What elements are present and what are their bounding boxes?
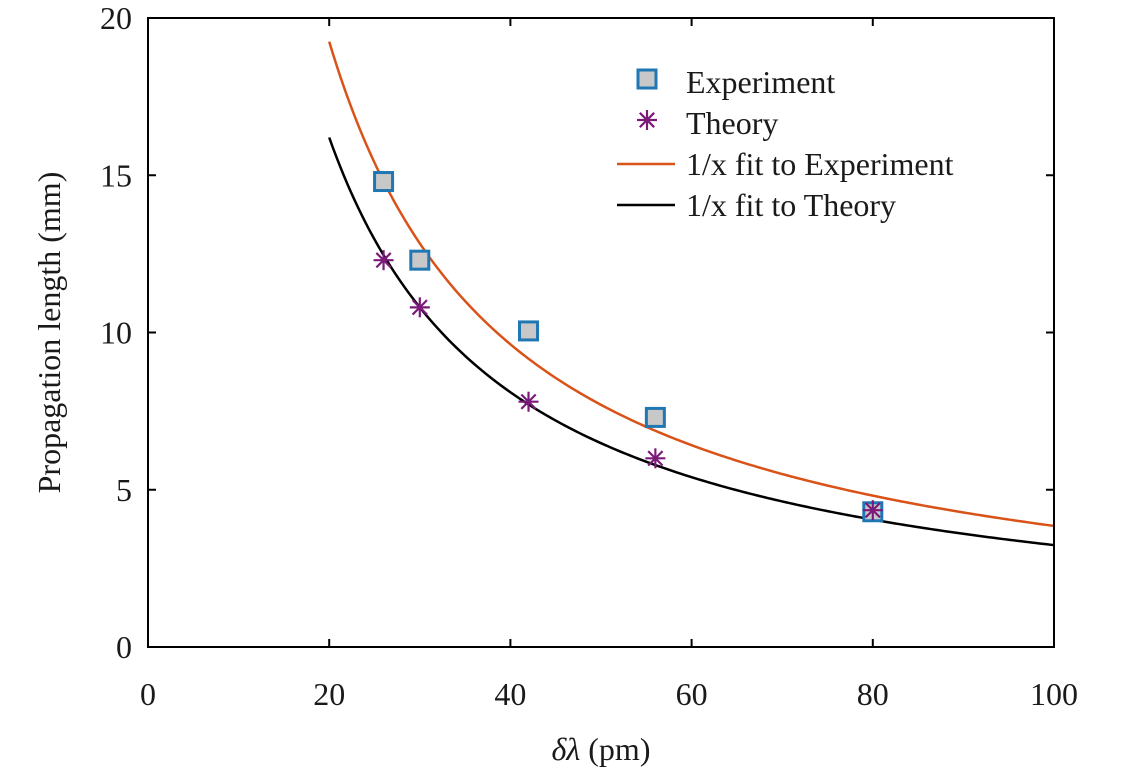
theory-point-5-stroke-3 xyxy=(864,502,881,519)
fit-line-1 xyxy=(328,41,1055,528)
legend-theory-swatch xyxy=(637,110,657,130)
x-tick-label-100: 100 xyxy=(1030,676,1078,712)
x-axis-symbol: δλ xyxy=(552,731,581,767)
y-tick-label-10: 10 xyxy=(100,315,132,351)
legend-theory-swatch-stroke-3 xyxy=(639,112,655,128)
theory-point-1 xyxy=(373,250,394,271)
theory-point-3-stroke-3 xyxy=(520,393,537,410)
axes: 0 20 40 60 80 100 0 5 10 15 20 δλ (pm) Propagation l… xyxy=(31,0,1078,767)
legend-experiment-label: Experiment xyxy=(686,64,835,100)
axes-frame xyxy=(147,17,1055,648)
x-tick-label-40: 40 xyxy=(494,676,526,712)
theory-point-2 xyxy=(409,297,430,318)
fit-line-2 xyxy=(328,137,1055,547)
y-tick-label-15: 15 xyxy=(100,157,132,193)
x-tick-label-0: 0 xyxy=(140,676,156,712)
experiment-point-3 xyxy=(518,320,540,342)
x-tick-label-20: 20 xyxy=(313,676,345,712)
theory-point-4-stroke-3 xyxy=(647,450,664,467)
legend-experiment-swatch xyxy=(636,68,658,90)
x-tick-label-60: 60 xyxy=(676,676,708,712)
legend-1-x-fit-to-experiment-label: 1/x fit to Experiment xyxy=(686,146,954,182)
y-tick-label-0: 0 xyxy=(116,629,132,665)
y-tick-label-20: 20 xyxy=(100,0,132,36)
experiment-point-1 xyxy=(373,171,395,193)
legend: Experiment Theory 1/x fit to Experiment 1/x… xyxy=(617,64,954,223)
legend-1-x-fit-to-theory-label: 1/x fit to Theory xyxy=(686,187,896,223)
theory-point-3 xyxy=(518,391,539,412)
x-tick-label-80: 80 xyxy=(857,676,889,712)
x-axis-title: δλ (pm) xyxy=(552,731,651,767)
x-axis-unit: (pm) xyxy=(580,731,650,767)
y-tick-label-5: 5 xyxy=(116,472,132,508)
plot-area xyxy=(328,41,1055,547)
theory-point-5 xyxy=(862,500,883,521)
theory-point-2-stroke-3 xyxy=(411,299,428,316)
y-axis-title: Propagation length (mm) xyxy=(31,172,67,494)
experiment-point-2 xyxy=(409,249,431,271)
theory-point-1-stroke-3 xyxy=(375,252,392,269)
legend-theory-label: Theory xyxy=(686,105,778,141)
theory-point-4 xyxy=(645,448,666,469)
experiment-point-4 xyxy=(644,406,666,428)
